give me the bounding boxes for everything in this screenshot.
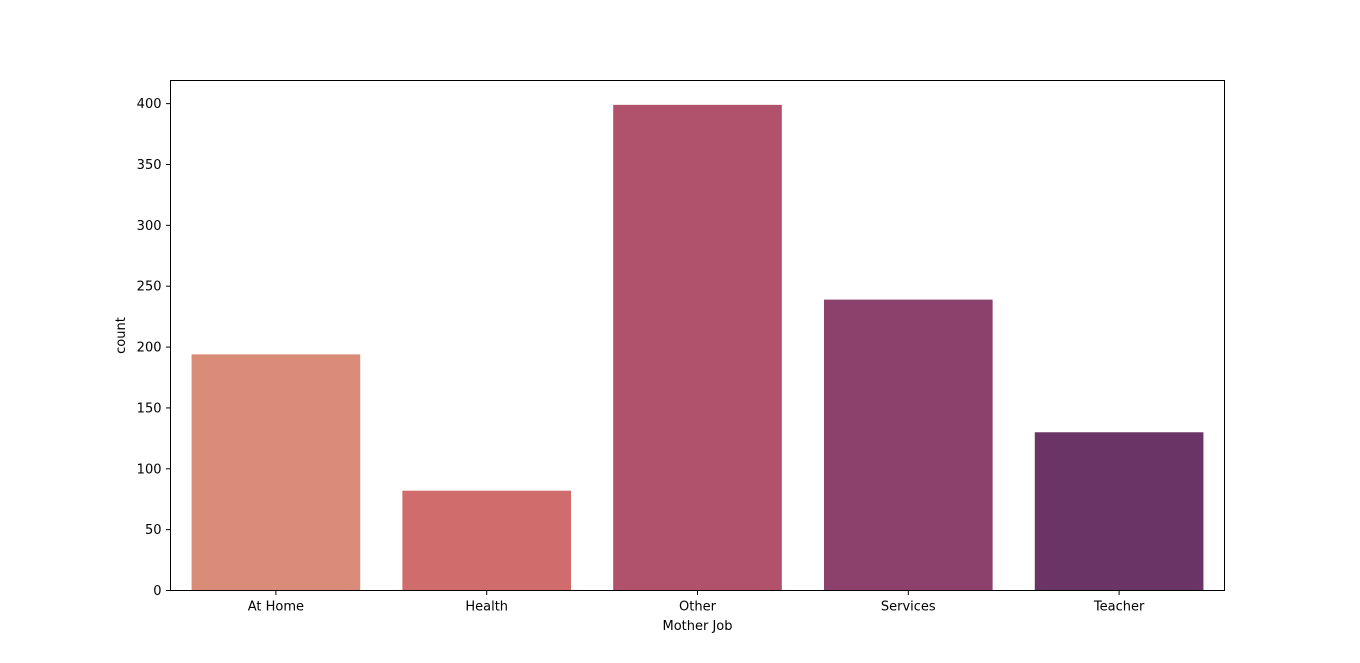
- y-tick-label-150: 150: [137, 401, 162, 416]
- x-tick-label-teacher: Teacher: [1093, 600, 1145, 615]
- bar-other: [613, 104, 782, 591]
- y-tick-label-300: 300: [137, 219, 162, 234]
- y-tick-label-400: 400: [137, 97, 162, 112]
- bar-health: [402, 490, 572, 591]
- y-axis-label: count: [114, 317, 129, 354]
- x-tick-label-at-home: At Home: [248, 600, 304, 615]
- x-axis-ticks: At Home Health Other Services Teacher: [248, 590, 1145, 615]
- x-axis-label: Mother Job: [662, 619, 732, 634]
- bars-group: [191, 104, 1204, 591]
- x-tick-label-other: Other: [679, 600, 717, 615]
- y-tick-label-200: 200: [137, 341, 162, 356]
- y-tick-label-100: 100: [137, 462, 162, 477]
- bar-services: [823, 299, 993, 591]
- y-tick-label-50: 50: [145, 523, 162, 538]
- y-tick-label-250: 250: [137, 280, 162, 295]
- y-tick-label-350: 350: [137, 158, 162, 173]
- y-axis-ticks: 0 50 100 150 200 250 300 350 400: [137, 97, 171, 599]
- x-tick-label-health: Health: [465, 600, 508, 615]
- bar-at-home: [191, 354, 361, 591]
- x-tick-label-services: Services: [881, 600, 936, 615]
- plot-frame: [170, 80, 1225, 591]
- y-tick-label-0: 0: [153, 584, 161, 599]
- bar-teacher: [1034, 432, 1204, 591]
